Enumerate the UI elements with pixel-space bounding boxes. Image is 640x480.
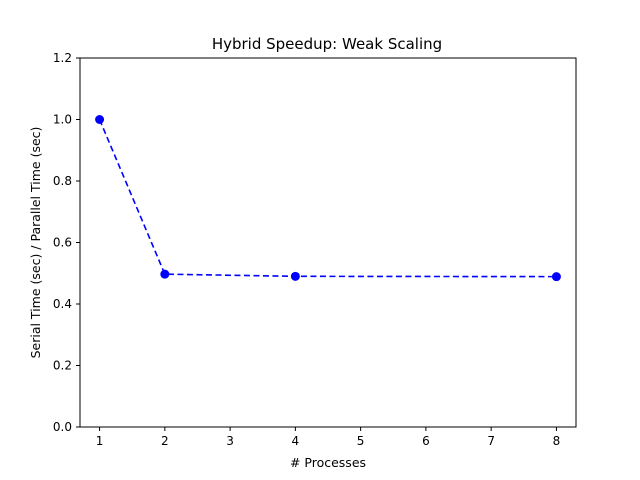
y-axis: 0.0 0.2 0.4 0.6 0.8 1.0 1.2	[53, 51, 80, 434]
y-tick-label: 0.0	[53, 420, 72, 434]
x-tick-label: 5	[357, 434, 365, 448]
data-point	[160, 269, 170, 279]
x-axis-label: # Processes	[290, 455, 366, 470]
y-tick-label: 0.8	[53, 174, 72, 188]
data-point	[95, 115, 105, 124]
x-tick-label: 8	[553, 434, 561, 448]
data-point	[290, 271, 300, 281]
plot-area	[79, 57, 577, 428]
series-layer	[95, 115, 561, 282]
x-tick-label: 4	[292, 434, 300, 448]
y-axis-label: Serial Time (sec) / Parallel Time (sec)	[28, 127, 43, 359]
x-tick-label: 3	[226, 434, 234, 448]
x-tick-label: 7	[487, 434, 495, 448]
x-tick-label: 1	[96, 434, 104, 448]
chart-title: Hybrid Speedup: Weak Scaling	[212, 35, 442, 53]
y-tick-label: 0.6	[53, 236, 72, 250]
x-tick-label: 2	[161, 434, 169, 448]
x-axis: 1 2 3 4 5 6 7 8	[96, 427, 560, 448]
series-line	[98, 119, 557, 278]
plot-frame	[79, 57, 577, 428]
data-point	[551, 272, 561, 282]
y-tick-label: 0.2	[53, 359, 72, 373]
x-tick-label: 6	[422, 434, 430, 448]
y-tick-label: 1.0	[53, 113, 72, 127]
y-tick-label: 1.2	[53, 51, 72, 65]
y-tick-label: 0.4	[53, 297, 72, 311]
